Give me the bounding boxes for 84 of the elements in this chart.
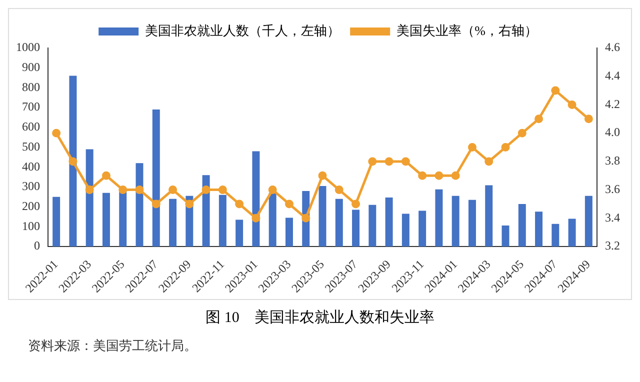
y-tick-label: 900 (22, 60, 40, 74)
point (518, 128, 526, 138)
y2-tick-label: 3.6 (605, 182, 620, 196)
bar (335, 198, 343, 247)
point (551, 86, 560, 95)
legend-label: 美国失业率（%，右轴） (396, 22, 538, 38)
point (168, 186, 178, 194)
point (468, 143, 476, 152)
y-tick-label: 800 (22, 80, 40, 94)
point (152, 200, 160, 208)
point (352, 200, 360, 208)
point (418, 171, 427, 180)
y-tick-label: 100 (22, 218, 40, 233)
y-tick-label: 700 (22, 100, 40, 114)
bar (52, 196, 60, 247)
point (135, 186, 144, 194)
bar (368, 204, 376, 247)
point (451, 171, 460, 180)
bar (86, 149, 94, 247)
y-tick-label: 0 (34, 238, 40, 253)
y-tick-label: 400 (22, 159, 40, 174)
point (368, 157, 377, 166)
bar (435, 189, 443, 247)
bar (552, 224, 560, 247)
point (235, 200, 244, 208)
y2-tick-label: 4.6 (605, 40, 620, 54)
bar (236, 220, 244, 247)
bar (385, 198, 393, 247)
bar (485, 185, 493, 247)
point (334, 186, 344, 194)
text: 图 10 美国非农就业人数和失业率 (204, 308, 436, 327)
y2-tick-label: 3.4 (605, 210, 620, 224)
point (185, 200, 194, 208)
y2-tick-label: 4.0 (605, 125, 620, 140)
point (584, 114, 593, 124)
point (401, 157, 410, 166)
bar (268, 192, 276, 247)
bar (352, 210, 360, 247)
y-tick-label: 600 (22, 120, 40, 134)
point (202, 186, 210, 194)
bar (535, 212, 543, 247)
point (85, 186, 94, 194)
point (102, 171, 110, 180)
point (484, 157, 494, 166)
y2-tick-label: 4.4 (605, 68, 620, 83)
bar (402, 214, 410, 247)
point (252, 214, 260, 222)
bar (169, 198, 177, 247)
y2-tick-label: 3.2 (605, 238, 620, 253)
bar (502, 225, 510, 247)
point (268, 186, 277, 194)
bar (285, 218, 293, 247)
y-tick-label: 500 (22, 139, 40, 154)
point (302, 214, 310, 222)
bar (318, 186, 326, 247)
bar (518, 204, 526, 247)
bar (152, 110, 160, 247)
point (284, 200, 294, 208)
point (568, 100, 576, 109)
bar (468, 200, 476, 247)
point (318, 171, 327, 180)
y-tick-label: 1000 (16, 40, 40, 54)
bar (252, 151, 260, 247)
point (68, 157, 78, 166)
point (118, 186, 128, 194)
bar (584, 196, 592, 247)
legend-label: 美国非农就业人数（千人，左轴） (145, 22, 340, 38)
y-tick-label: 200 (22, 198, 40, 213)
point (501, 143, 510, 152)
bar (452, 196, 460, 247)
point (52, 128, 61, 138)
bar (418, 210, 426, 247)
point (434, 171, 444, 180)
y-tick-label: 300 (22, 179, 40, 194)
bar (69, 76, 77, 247)
point (384, 157, 394, 166)
y2-tick-label: 4.2 (605, 96, 620, 111)
point (534, 114, 544, 124)
bar (102, 192, 110, 247)
bar (218, 194, 226, 247)
text: 资料来源：美国劳工统计局。 (28, 337, 198, 355)
point (218, 186, 227, 194)
bar (568, 218, 576, 247)
y2-tick-label: 3.8 (605, 154, 620, 168)
